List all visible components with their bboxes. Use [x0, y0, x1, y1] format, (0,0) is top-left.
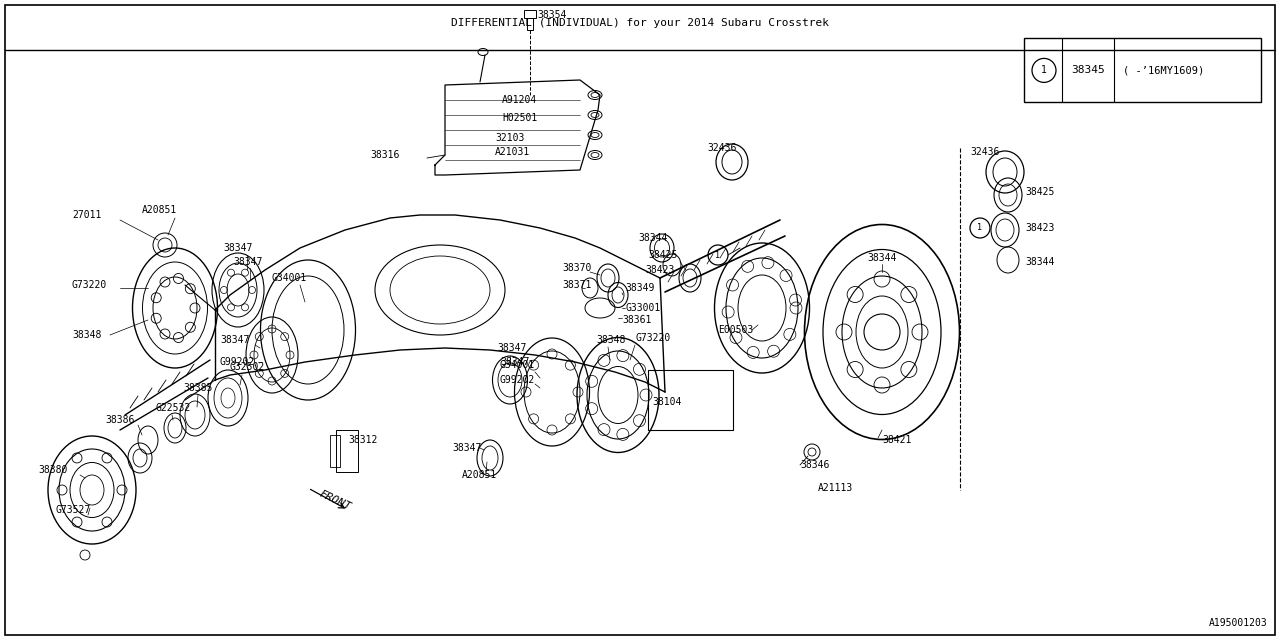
Text: G73220: G73220 — [635, 333, 671, 343]
Text: 38421: 38421 — [882, 435, 911, 445]
Text: 38345: 38345 — [1071, 65, 1105, 76]
Text: G73527: G73527 — [55, 505, 91, 515]
Text: G33001: G33001 — [625, 303, 660, 313]
Text: DIFFERENTIAL (INDIVIDUAL) for your 2014 Subaru Crosstrek: DIFFERENTIAL (INDIVIDUAL) for your 2014 … — [451, 18, 829, 28]
Text: 38354: 38354 — [538, 10, 566, 20]
Text: G34001: G34001 — [500, 360, 535, 370]
Text: A91204: A91204 — [502, 95, 538, 105]
Text: A20851: A20851 — [142, 205, 177, 215]
Text: 38385: 38385 — [183, 383, 212, 393]
Text: 38425: 38425 — [1025, 187, 1055, 197]
Text: 38347: 38347 — [497, 343, 526, 353]
Text: 38344: 38344 — [637, 233, 667, 243]
Text: H02501: H02501 — [502, 113, 538, 123]
Text: A20851: A20851 — [462, 470, 497, 480]
Text: 38344: 38344 — [1025, 257, 1055, 267]
Text: 38104: 38104 — [652, 397, 681, 407]
Text: 38386: 38386 — [105, 415, 134, 425]
Text: 38380: 38380 — [38, 465, 68, 475]
Text: A195001203: A195001203 — [1210, 618, 1268, 628]
Text: A21113: A21113 — [818, 483, 854, 493]
Text: 38316: 38316 — [370, 150, 399, 160]
Text: 38347: 38347 — [452, 443, 481, 453]
Text: ( -’16MY1609): ( -’16MY1609) — [1124, 65, 1204, 76]
Text: 32103: 32103 — [495, 133, 525, 143]
Text: 38347: 38347 — [233, 257, 262, 267]
Text: 32436: 32436 — [970, 147, 1000, 157]
Text: G32502: G32502 — [230, 362, 265, 372]
Text: G34001: G34001 — [273, 273, 307, 283]
Text: 38423: 38423 — [1025, 223, 1055, 233]
Text: 1: 1 — [1041, 65, 1047, 76]
Text: 1: 1 — [716, 250, 721, 259]
Text: 38371: 38371 — [562, 280, 591, 290]
Text: 38347: 38347 — [223, 243, 252, 253]
Text: G99202: G99202 — [220, 357, 255, 367]
Text: 38370: 38370 — [562, 263, 591, 273]
Text: G73220: G73220 — [72, 280, 108, 290]
Bar — [648, 370, 733, 430]
Text: 1: 1 — [978, 223, 983, 232]
Text: G22532: G22532 — [155, 403, 191, 413]
Text: 38312: 38312 — [348, 435, 378, 445]
Bar — [330, 435, 340, 467]
Bar — [527, 18, 532, 30]
Text: 38347: 38347 — [220, 335, 250, 345]
Text: E00503: E00503 — [718, 325, 753, 335]
Text: 38423: 38423 — [645, 265, 675, 275]
Bar — [524, 10, 536, 18]
Text: 38344: 38344 — [868, 253, 897, 263]
Text: 38347: 38347 — [500, 357, 530, 367]
Text: 27011: 27011 — [72, 210, 101, 220]
Bar — [335, 430, 358, 472]
Text: 38346: 38346 — [800, 460, 829, 470]
Text: FRONT: FRONT — [317, 488, 353, 511]
Text: 38348: 38348 — [72, 330, 101, 340]
Text: 38349: 38349 — [625, 283, 654, 293]
Bar — [1024, 38, 1261, 102]
Text: 38348: 38348 — [596, 335, 626, 345]
Text: A21031: A21031 — [495, 147, 530, 157]
Text: 38425: 38425 — [648, 250, 677, 260]
Text: 32436: 32436 — [708, 143, 737, 153]
Text: G99202: G99202 — [500, 375, 535, 385]
Text: 38361: 38361 — [622, 315, 652, 325]
